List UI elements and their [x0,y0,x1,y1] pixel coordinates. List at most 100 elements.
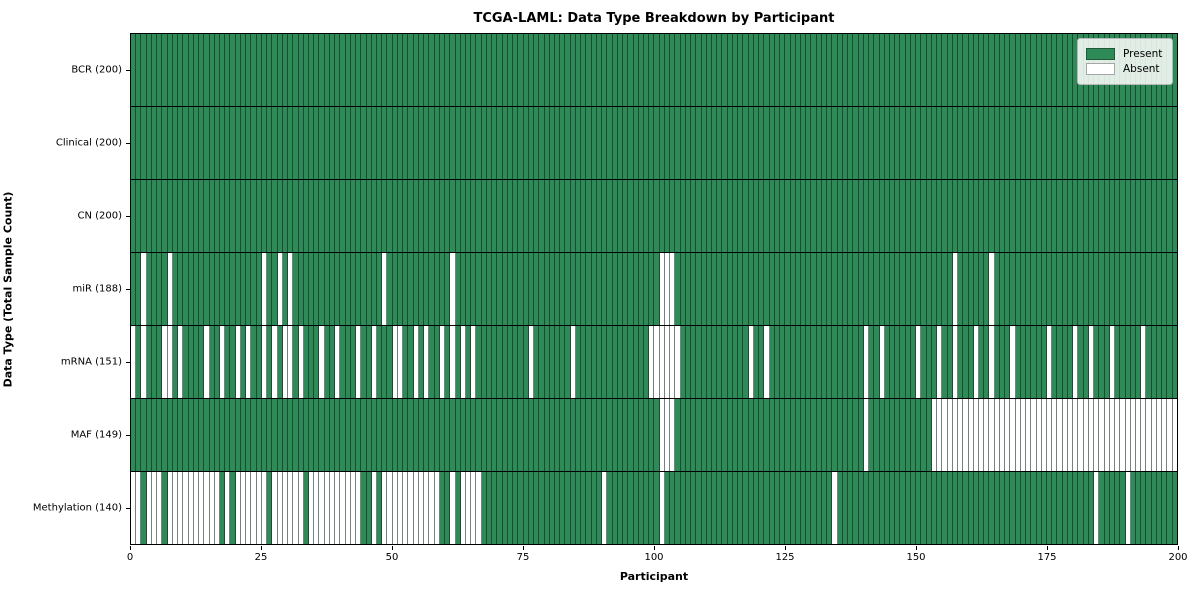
legend: Present Absent [1077,38,1173,85]
heatmap-cell [293,472,299,544]
heatmap-cell [513,34,519,106]
heatmap-cell [1031,253,1037,325]
heatmap-cell [1162,253,1168,325]
heatmap-cell [492,399,498,471]
heatmap-cell [256,180,262,252]
heatmap-cell [450,253,456,325]
heatmap-cell [889,253,896,325]
heatmap-cell [879,326,885,398]
heatmap-cell [874,180,880,252]
heatmap-cell [486,180,493,252]
heatmap-cell [748,399,754,471]
heatmap-cell [675,107,681,179]
heatmap-cell [204,472,210,544]
heatmap-cell [230,472,236,544]
heatmap-cell [413,34,419,106]
heatmap-cell [319,399,325,471]
heatmap-cell [382,472,388,544]
heatmap-cell [821,107,828,179]
heatmap-cell [968,326,974,398]
heatmap-cell [722,472,728,544]
heatmap-cell [356,472,362,544]
heatmap-cell [1010,399,1016,471]
heatmap-cell [293,34,299,106]
heatmap-cell [811,472,817,544]
ytick-label-cn: CN (200) [77,210,122,222]
heatmap-cell [167,107,173,179]
heatmap-cell [471,34,477,106]
heatmap-cell [157,253,163,325]
heatmap-cell [801,253,807,325]
heatmap-cell [387,326,393,398]
heatmap-cell [774,472,781,544]
heatmap-cell [575,326,582,398]
heatmap-cell [774,253,781,325]
heatmap-cell [534,399,540,471]
heatmap-cell [712,472,718,544]
heatmap-cell [837,107,843,179]
heatmap-cell [1109,180,1116,252]
heatmap-cell [481,326,487,398]
heatmap-cell [267,253,273,325]
heatmap-cell [712,180,718,252]
heatmap-cell [973,34,979,106]
heatmap-cell [345,34,351,106]
heatmap-cell [308,180,315,252]
heatmap-cell [638,472,644,544]
heatmap-cell [1156,253,1163,325]
heatmap-cell [628,472,634,544]
legend-label-absent: Absent [1123,63,1160,75]
heatmap-cell [748,107,754,179]
heatmap-row-methylation [131,471,1177,544]
heatmap-cell [858,107,864,179]
heatmap-cell [146,107,152,179]
heatmap-cell [649,472,655,544]
heatmap-cell [282,107,289,179]
heatmap-cell [1057,180,1063,252]
heatmap-cell [801,399,807,471]
heatmap-cell [240,399,247,471]
heatmap-cell [392,326,398,398]
heatmap-cell [905,180,911,252]
heatmap-cell [131,180,137,252]
heatmap-cell [1088,399,1095,471]
heatmap-cell [424,34,430,106]
heatmap-cell [931,180,938,252]
heatmap-cell [680,326,686,398]
heatmap-cell [324,180,330,252]
heatmap-cell [335,180,341,252]
heatmap-cell [664,472,671,544]
heatmap-cell [722,253,728,325]
heatmap-cell [596,253,603,325]
heatmap-cell [534,180,540,252]
heatmap-cell [277,472,283,544]
heatmap-cell [874,399,880,471]
heatmap-cell [753,107,760,179]
heatmap-cell [581,253,587,325]
heatmap-cell [942,472,948,544]
heatmap-cell [748,180,754,252]
heatmap-cell [722,180,728,252]
heatmap-cell [408,180,414,252]
heatmap-cell [999,107,1006,179]
heatmap-cell [947,326,953,398]
heatmap-cell [649,180,655,252]
ytick-mark [126,289,130,290]
heatmap-cell [910,107,917,179]
heatmap-cell [183,472,189,544]
heatmap-cell [895,399,901,471]
heatmap-cell [225,399,231,471]
heatmap-cell [392,34,398,106]
heatmap-cell [638,180,644,252]
heatmap-cell [602,107,608,179]
heatmap-cell [916,253,922,325]
heatmap-cell [157,472,163,544]
heatmap-cell [413,472,419,544]
heatmap-cell [827,326,833,398]
heatmap-cell [141,34,147,106]
heatmap-cell [1031,107,1037,179]
heatmap-cell [994,326,1000,398]
heatmap-cell [1141,326,1147,398]
heatmap-cell [874,326,880,398]
heatmap-cell [439,399,446,471]
